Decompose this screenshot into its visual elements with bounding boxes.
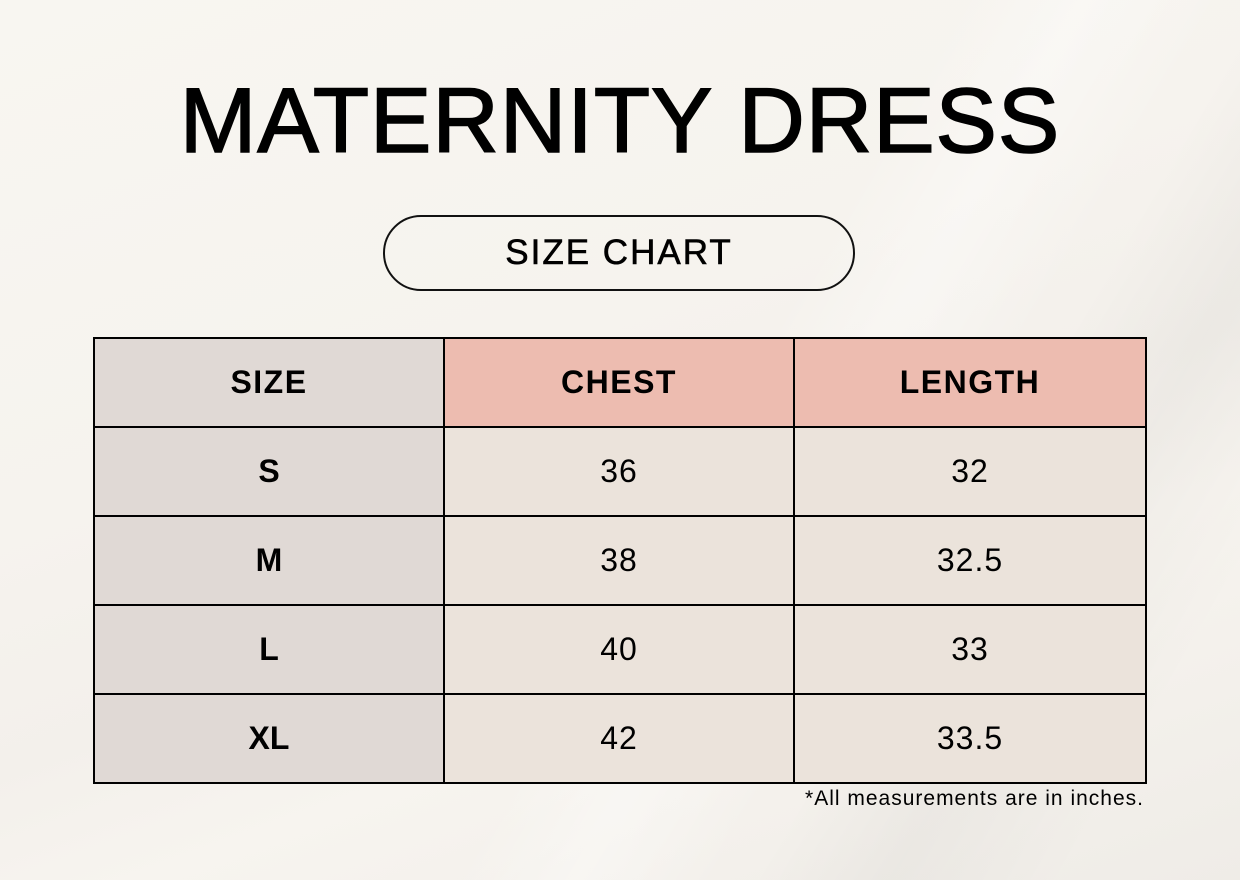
length-cell: 32 — [793, 426, 1147, 517]
size-cell: S — [93, 426, 445, 517]
header-length: LENGTH — [793, 337, 1147, 428]
page-title: MATERNITY DRESS — [179, 69, 1061, 173]
length-cell: 32.5 — [793, 515, 1147, 606]
table-header-row: SIZE CHEST LENGTH — [93, 337, 1147, 428]
length-cell: 33 — [793, 604, 1147, 695]
table-row: XL 42 33.5 — [93, 693, 1147, 784]
chest-cell: 36 — [443, 426, 795, 517]
header-chest: CHEST — [443, 337, 795, 428]
size-cell: L — [93, 604, 445, 695]
header-size: SIZE — [93, 337, 445, 428]
size-cell: M — [93, 515, 445, 606]
table-row: S 36 32 — [93, 426, 1147, 517]
table-row: M 38 32.5 — [93, 515, 1147, 606]
table-row: L 40 33 — [93, 604, 1147, 695]
measurement-footnote: *All measurements are in inches. — [805, 787, 1144, 810]
size-table: SIZE CHEST LENGTH S 36 32 M 38 32.5 L 40… — [93, 337, 1147, 784]
chest-cell: 42 — [443, 693, 795, 784]
length-cell: 33.5 — [793, 693, 1147, 784]
size-cell: XL — [93, 693, 445, 784]
size-chart-badge: SIZE CHART — [383, 215, 855, 291]
chest-cell: 38 — [443, 515, 795, 606]
chest-cell: 40 — [443, 604, 795, 695]
